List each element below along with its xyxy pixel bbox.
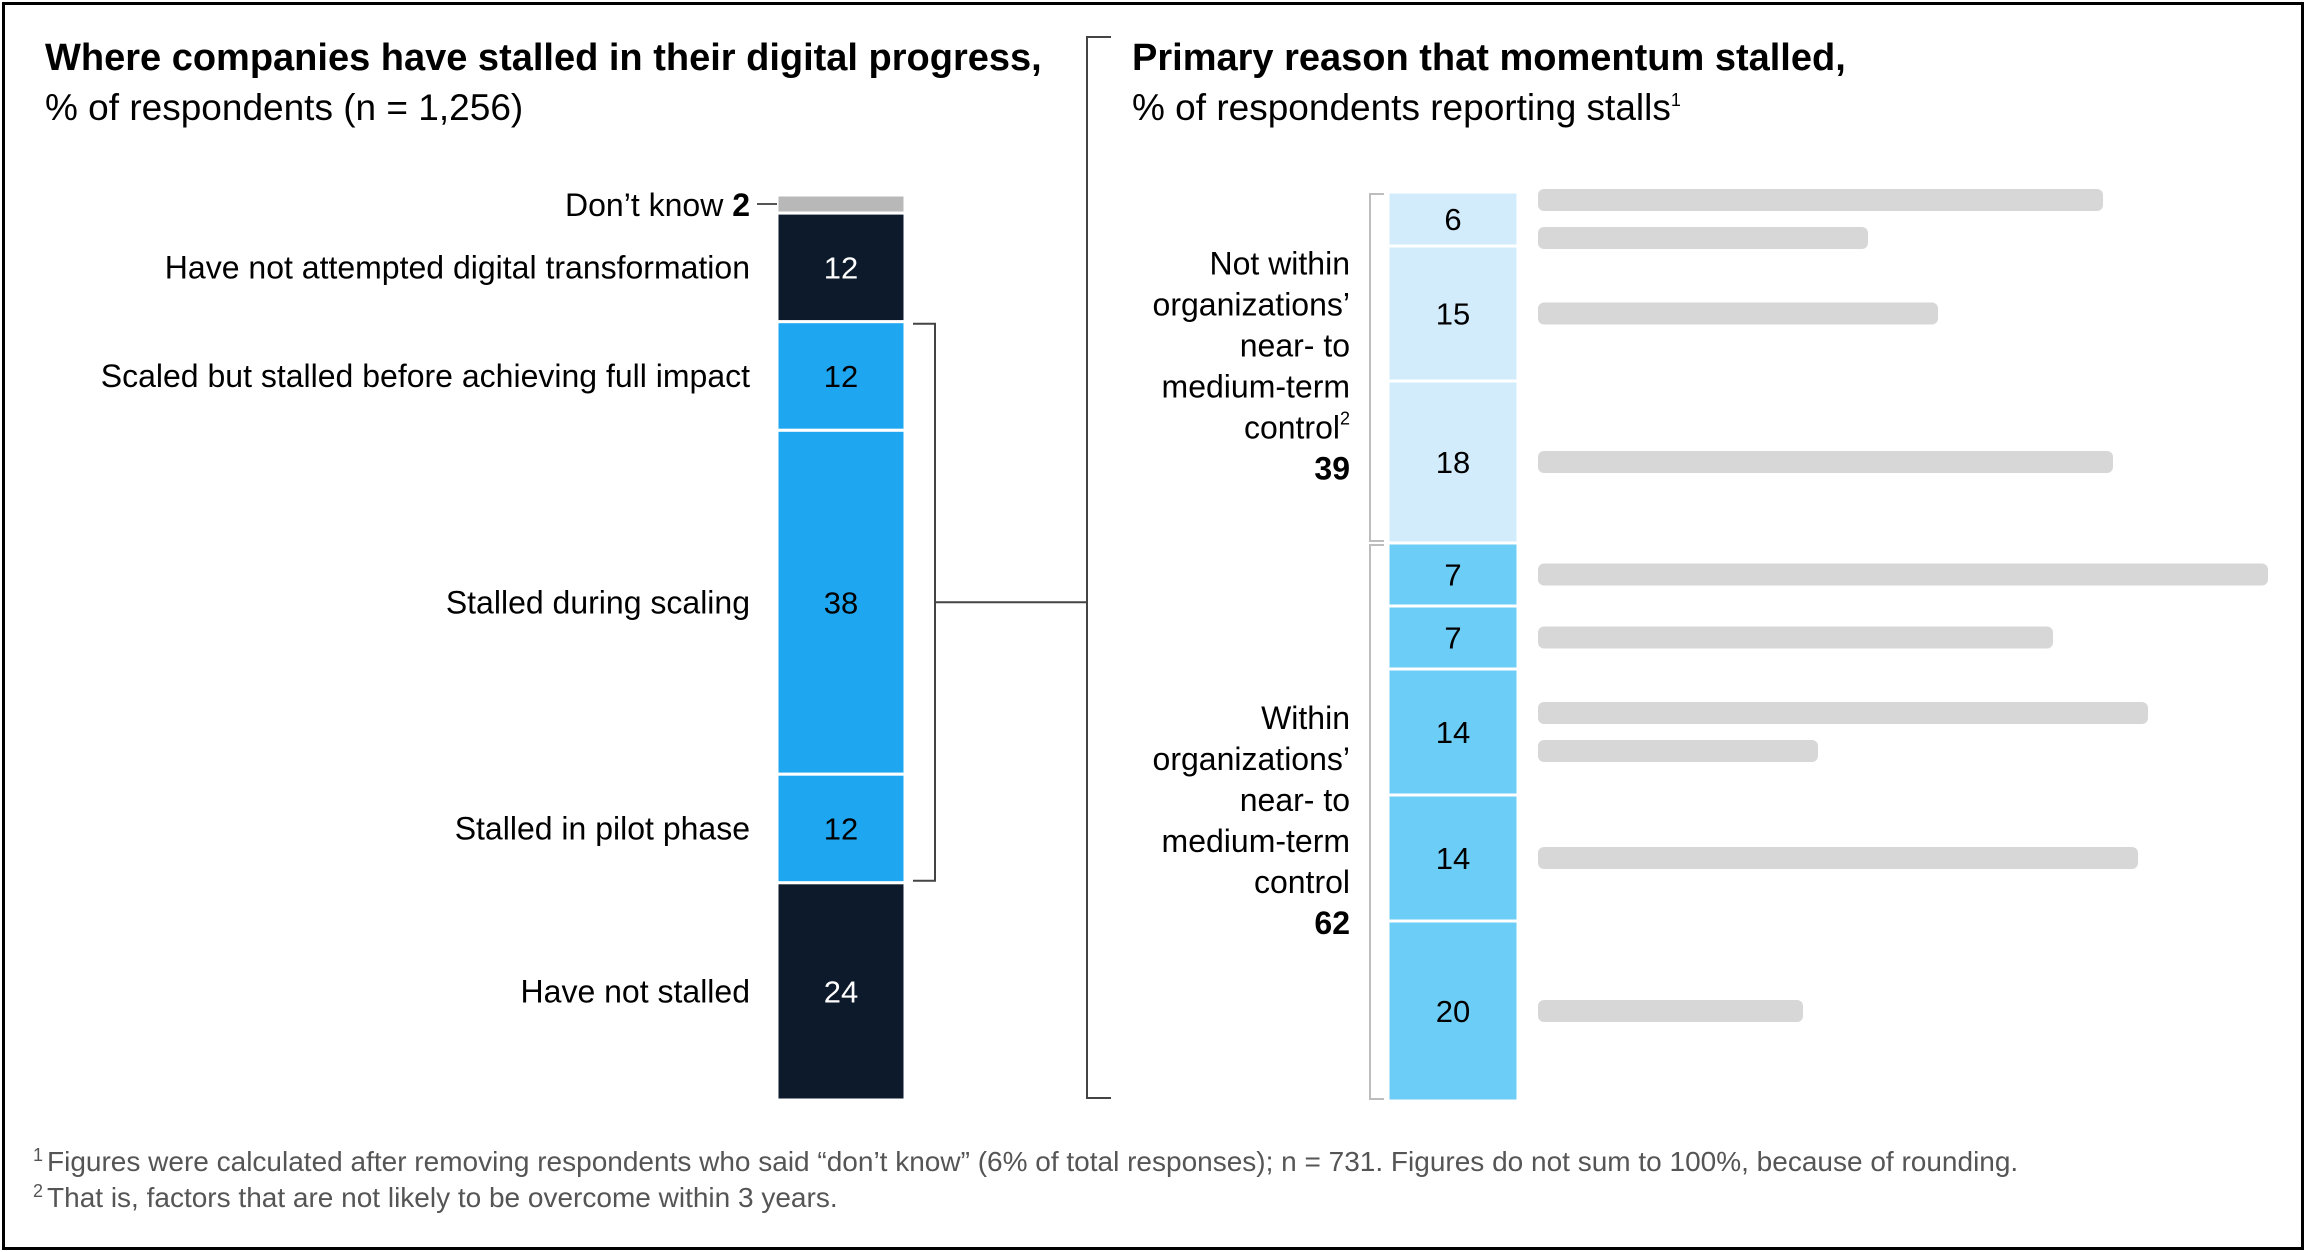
group-2-label-line-5: control (1254, 864, 1350, 900)
right-value-3: 18 (1436, 445, 1470, 480)
redacted-label-6-line-1 (1538, 702, 2148, 724)
left-bar-don-t-know (775, 193, 907, 215)
left-label-stalled-during-scaling: Stalled during scaling (446, 584, 750, 620)
group-1-total: 39 (1314, 451, 1350, 487)
right-panel-bracket (1086, 36, 1111, 1099)
left-value-stalled-in-pilot-phase: 12 (824, 812, 858, 847)
left-stacked-bar: Don’t know 2 12 Have not attempted digital… (101, 187, 907, 1102)
right-value-6: 14 (1436, 715, 1470, 750)
footnote-1-text: Figures were calculated after removing r… (47, 1146, 2018, 1177)
left-label-have-not-attempted-digital-transformation: Have not attempted digital transformatio… (165, 249, 750, 285)
left-value-have-not-stalled: 24 (824, 974, 858, 1009)
redacted-labels (1538, 189, 2268, 1022)
footnote-2-text: That is, factors that are not likely to … (47, 1182, 838, 1213)
left-title: Where companies have stalled in their di… (45, 37, 1042, 79)
right-value-4: 7 (1444, 558, 1461, 593)
redacted-label-8-line-1 (1538, 1000, 1803, 1022)
right-bar-segment-2 (1386, 244, 1520, 383)
right-bar-segment-7 (1386, 793, 1520, 923)
right-value-2: 15 (1436, 297, 1470, 332)
redacted-label-1-line-1 (1538, 189, 2103, 211)
group-1-label-line-3: near- to (1240, 328, 1350, 364)
group-bracket-2 (1369, 544, 1384, 1100)
left-value-have-not-attempted-digital-transformation: 12 (824, 250, 858, 285)
redacted-label-4-line-1 (1538, 563, 2268, 586)
group-1-label-line-2: organizations’ (1153, 287, 1350, 323)
group-1-label-line-5: control2 (1244, 409, 1350, 446)
left-value-scaled-but-stalled-before-achieving-full-impact: 12 (824, 359, 858, 394)
footnote-1: 1 Figures were calculated after removing … (33, 1145, 2018, 1177)
left-subtitle: % of respondents (n = 1,256) (45, 87, 523, 128)
right-bar-segment-1 (1386, 190, 1520, 248)
redacted-label-7-line-1 (1538, 847, 2138, 869)
right-bar-segment-3 (1386, 379, 1520, 545)
left-label-stalled-in-pilot-phase: Stalled in pilot phase (455, 811, 750, 847)
group-2-total: 62 (1314, 905, 1350, 941)
group-bracket-1 (1369, 193, 1384, 542)
group-1-sup: 2 (1340, 409, 1350, 429)
left-bar-scaled-but-stalled-before-achieving-full-impact (775, 320, 907, 432)
left-label-don-t-know: Don’t know 2 (565, 187, 750, 223)
chart-canvas: Where companies have stalled in their di… (33, 36, 2268, 1213)
redacted-label-2-line-1 (1538, 302, 1938, 325)
right-bar-segment-4 (1386, 541, 1520, 608)
right-value-7: 14 (1436, 841, 1470, 876)
group-2-label-line-1: Within (1261, 700, 1350, 736)
right-value-1: 6 (1444, 202, 1461, 237)
redacted-label-3-line-1 (1538, 451, 2113, 473)
stalled-bracket (913, 322, 936, 882)
left-value-don-t-know: 2 (732, 187, 750, 223)
redacted-label-6-line-2 (1538, 740, 1818, 762)
right-subtitle-sup: 1 (1671, 90, 1681, 110)
bracket-connectors (913, 36, 1111, 1099)
right-value-5: 7 (1444, 621, 1461, 656)
right-bar-segment-5 (1386, 604, 1520, 671)
right-bar-segment-6 (1386, 667, 1520, 797)
group-1-label-line-4: medium-term (1162, 369, 1350, 405)
right-bar-segment-8 (1386, 919, 1520, 1103)
left-label-scaled-but-stalled-before-achieving-full-impact: Scaled but stalled before achieving full… (101, 358, 750, 394)
left-bar-have-not-stalled (775, 881, 907, 1102)
redacted-label-1-line-2 (1538, 227, 1868, 249)
left-label-have-not-stalled: Have not stalled (521, 973, 750, 1009)
right-subtitle: % of respondents reporting stalls1 (1132, 87, 1681, 128)
group-2-label-line-4: medium-term (1162, 823, 1350, 859)
right-subtitle-text: % of respondents reporting stalls (1132, 87, 1671, 128)
right-title: Primary reason that momentum stalled, (1132, 37, 1846, 79)
group-2-label-line-2: organizations’ (1153, 741, 1350, 777)
footnote-2: 2 That is, factors that are not likely to… (33, 1181, 838, 1213)
redacted-label-5-line-1 (1538, 626, 2053, 649)
group-2-label-line-3: near- to (1240, 782, 1350, 818)
left-value-stalled-during-scaling: 38 (824, 585, 858, 620)
right-value-8: 20 (1436, 994, 1470, 1029)
right-stacked-bar: 6 15 18 7 7 14 14 20 Not within organizations’ nea… (1153, 190, 1520, 1103)
footnote-2-mark: 2 (33, 1181, 43, 1201)
group-1-label-line-1: Not within (1210, 246, 1351, 282)
footnote-1-mark: 1 (33, 1145, 43, 1165)
